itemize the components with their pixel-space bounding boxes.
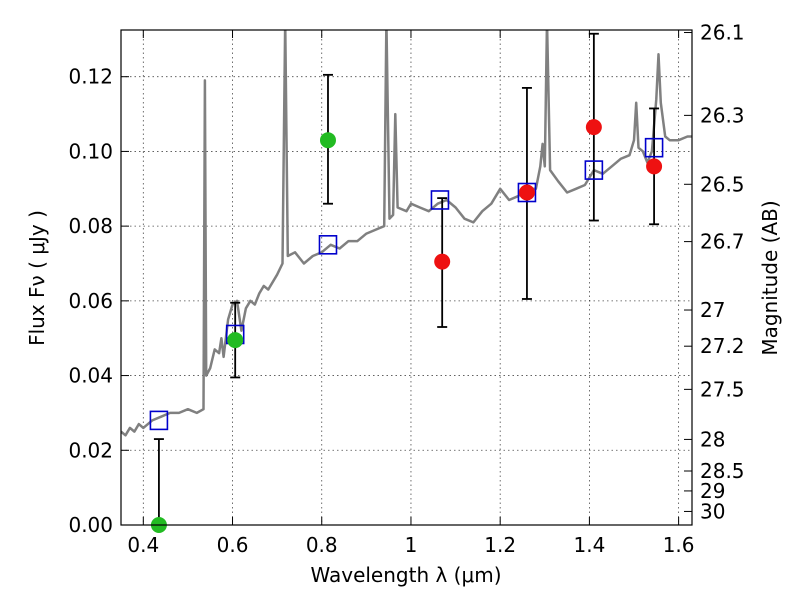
y-tick-label: 0.08 <box>68 214 113 238</box>
y2-tick-label: 26.7 <box>700 230 745 254</box>
photometry-point <box>518 184 535 201</box>
x-tick-label: 0.8 <box>306 533 338 557</box>
y-tick-label: 0.04 <box>68 364 113 388</box>
model-band-square <box>584 160 604 180</box>
y2-tick-label: 26.5 <box>700 172 745 196</box>
data-area <box>121 30 692 437</box>
error-bars <box>149 32 664 533</box>
photometry-point <box>227 332 244 349</box>
y2-tick-label: 26.1 <box>700 21 745 45</box>
x-tick-label: 1.2 <box>484 533 516 557</box>
y2-tick-label: 29 <box>700 479 725 503</box>
y2-tick-label: 27.5 <box>700 377 745 401</box>
model-band-square <box>318 235 338 255</box>
y-tick-label: 0.02 <box>68 438 113 462</box>
y-axis-label: Flux Fν ( μJy ) <box>25 210 49 346</box>
x-tick-label: 0.6 <box>217 533 249 557</box>
y2-tick-label: 28 <box>700 427 725 451</box>
y2-tick-label: 27 <box>700 298 725 322</box>
x-tick-label: 1.4 <box>573 533 605 557</box>
model-band-square <box>430 190 450 210</box>
photometry-point <box>585 119 602 136</box>
y2-tick-label: 26.3 <box>700 103 745 127</box>
y-tick-label: 0.12 <box>68 65 113 89</box>
axes: 0.4 0.6 0.8 1 1.2 1.4 1.6 0.00 0.02 0.04 0.06 0.08 0… <box>68 21 744 557</box>
model-band-square <box>644 137 664 158</box>
y2-axis-label: Magnitude (AB) <box>758 200 782 355</box>
y2-tick-label: 27.2 <box>700 334 745 358</box>
plot-frame <box>120 29 693 526</box>
spectrum-line <box>121 30 692 437</box>
photometry-point <box>434 253 451 270</box>
photometry-point <box>646 158 663 175</box>
y-tick-label: 0.00 <box>68 513 113 537</box>
x-tick-label: 1.6 <box>663 533 695 557</box>
model-band-square <box>517 182 537 203</box>
model-band-square <box>149 410 169 431</box>
x-tick-label: 1 <box>405 533 418 557</box>
y2-tick-label: 28.5 <box>700 459 745 483</box>
y-tick-label: 0.10 <box>68 139 113 163</box>
x-tick-label: 0.4 <box>127 533 159 557</box>
y2-tick-label: 30 <box>700 499 725 523</box>
grid-lines <box>121 30 692 526</box>
y-tick-label: 0.06 <box>68 289 113 313</box>
photometry-point <box>319 132 336 149</box>
x-axis-label: Wavelength λ (μm) <box>310 563 501 587</box>
